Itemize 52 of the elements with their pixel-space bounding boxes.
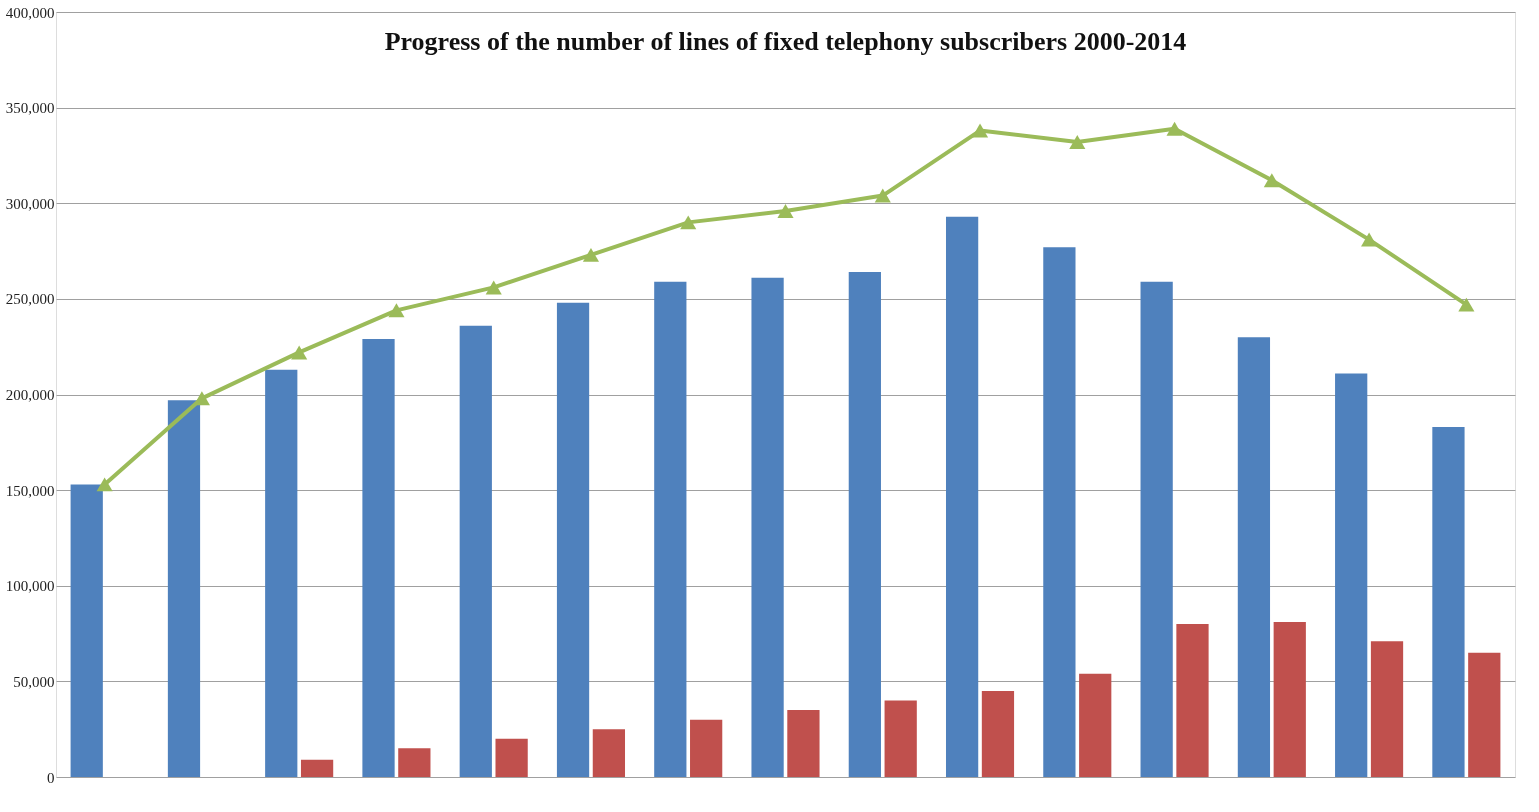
- bar: [300, 759, 334, 777]
- bar: [362, 339, 395, 777]
- bar: [556, 302, 590, 777]
- point: [1166, 121, 1183, 136]
- bar: [398, 748, 431, 777]
- bar: [265, 369, 298, 777]
- y-tick-label: 300,000: [5, 195, 55, 212]
- y-tick-label: 400,000: [5, 4, 55, 21]
- bar: [1140, 281, 1173, 777]
- bar: [884, 700, 917, 777]
- bar: [654, 281, 687, 777]
- point: [291, 345, 308, 360]
- y-tick-label: 150,000: [5, 482, 55, 499]
- y-tick-label: 350,000: [5, 100, 55, 117]
- bar: [690, 719, 723, 777]
- bar: [1468, 652, 1501, 777]
- bar: [592, 729, 626, 777]
- point: [96, 477, 113, 492]
- bar: [167, 400, 201, 777]
- bar: [495, 738, 528, 777]
- bar: [981, 690, 1015, 777]
- bar: [1079, 673, 1112, 777]
- bar: [1273, 622, 1306, 777]
- point: [680, 215, 697, 230]
- y-tick-label: 0: [47, 769, 55, 786]
- bar: [1176, 624, 1209, 777]
- bar: [945, 216, 979, 777]
- y-tick-label: 100,000: [5, 578, 55, 595]
- bar: [751, 277, 784, 777]
- bar: [459, 325, 492, 777]
- point: [874, 188, 891, 203]
- point: [1361, 232, 1378, 247]
- point: [777, 203, 794, 218]
- point: [582, 247, 600, 262]
- bar: [1432, 427, 1465, 777]
- point: [1263, 173, 1280, 188]
- point: [971, 123, 989, 138]
- point: [1458, 297, 1475, 312]
- y-tick-label: 200,000: [5, 387, 55, 403]
- bar: [1043, 247, 1076, 777]
- point: [388, 303, 405, 318]
- point: [1069, 135, 1086, 150]
- bar: [1237, 337, 1271, 777]
- bar: [848, 272, 881, 777]
- bar: [787, 710, 820, 777]
- point: [485, 280, 502, 295]
- y-tick-label: 50,000: [13, 673, 55, 690]
- bar: [1370, 641, 1404, 777]
- text: Progress of the number of lines of fixed telephony subscribers 2000-2014: [384, 27, 1187, 56]
- bar: [70, 484, 103, 777]
- y-tick-label: 250,000: [5, 291, 55, 308]
- bar: [1335, 373, 1368, 777]
